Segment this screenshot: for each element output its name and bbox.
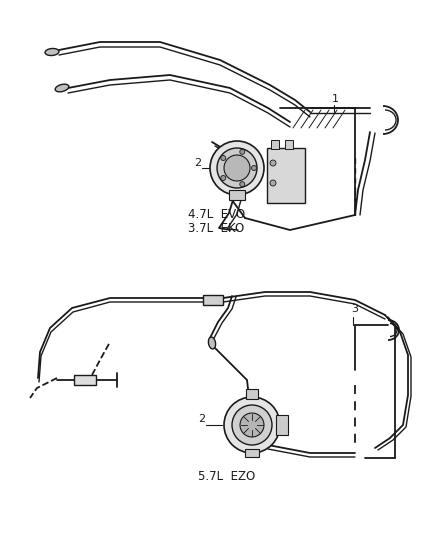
Text: 1: 1 — [332, 94, 339, 104]
FancyBboxPatch shape — [271, 140, 279, 149]
Bar — [74, 375, 96, 385]
FancyBboxPatch shape — [267, 148, 305, 203]
Text: 3: 3 — [351, 304, 358, 314]
Ellipse shape — [208, 337, 215, 349]
Circle shape — [270, 160, 276, 166]
Circle shape — [270, 180, 276, 186]
Circle shape — [232, 405, 272, 445]
Circle shape — [217, 148, 257, 188]
FancyBboxPatch shape — [276, 415, 288, 435]
Circle shape — [224, 397, 280, 453]
FancyBboxPatch shape — [245, 449, 259, 457]
Text: 3.7L  EKO: 3.7L EKO — [188, 222, 244, 235]
Circle shape — [224, 155, 250, 181]
Circle shape — [240, 413, 264, 437]
Text: 2: 2 — [198, 414, 205, 424]
Circle shape — [221, 175, 226, 181]
Circle shape — [221, 156, 226, 160]
Circle shape — [210, 141, 264, 195]
Ellipse shape — [45, 49, 59, 55]
FancyBboxPatch shape — [285, 140, 293, 149]
Text: 4.7L  EVO: 4.7L EVO — [188, 208, 245, 221]
Ellipse shape — [55, 84, 69, 92]
Circle shape — [240, 149, 245, 155]
FancyBboxPatch shape — [246, 389, 258, 399]
Text: 5.7L  EZO: 5.7L EZO — [198, 470, 255, 483]
FancyBboxPatch shape — [229, 190, 245, 200]
Circle shape — [240, 182, 245, 187]
Text: 2: 2 — [194, 158, 201, 168]
Circle shape — [251, 166, 257, 171]
Bar — [203, 295, 223, 305]
